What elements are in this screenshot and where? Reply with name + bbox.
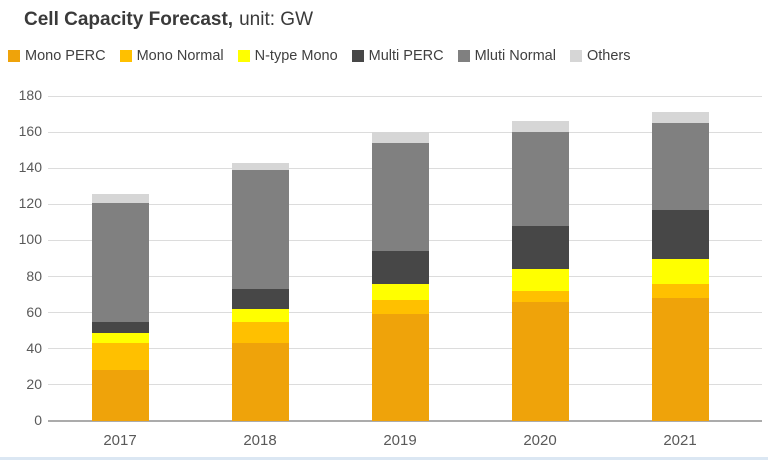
bar-segment-2019-n-type-mono: [371, 283, 429, 301]
legend-label-multi-perc: Multi PERC: [368, 48, 444, 64]
bar-segment-2020-n-type-mono: [511, 269, 569, 291]
y-axis-tick-label-0: 0: [34, 412, 42, 428]
bar-segment-2017-mluti-normal: [91, 202, 149, 322]
bar-segment-2020-mluti-normal: [511, 132, 569, 226]
y-axis-tick-label-160: 160: [18, 123, 42, 140]
bar-segment-2017-mono-normal: [91, 343, 149, 371]
legend-item-multi-perc: Multi PERC: [351, 48, 444, 64]
bar-segment-2020-mono-normal: [511, 291, 569, 302]
y-axis-tick-label-180: 180: [18, 87, 42, 103]
n-type-mono-swatch-icon: [237, 50, 250, 62]
bar-segment-2018-others: [231, 162, 289, 171]
x-axis-label-2018: 2018: [243, 432, 277, 449]
bar-segment-2021-others: [651, 112, 709, 124]
x-axis-label-2019: 2019: [383, 432, 417, 449]
y-axis-tick-label-80: 80: [26, 267, 42, 284]
legend-item-mono-perc: Mono PERC: [8, 48, 106, 64]
bar-segment-2020-mono-perc: [511, 301, 569, 421]
y-axis-tick-label-140: 140: [18, 159, 42, 176]
mluti-normal-swatch-icon: [457, 50, 470, 62]
legend-label-mono-perc: Mono PERC: [25, 48, 106, 64]
legend-label-mono-normal: Mono Normal: [136, 48, 224, 64]
x-axis-label-2017: 2017: [103, 432, 137, 449]
bar-segment-2021-mluti-normal: [651, 123, 709, 210]
bar-segment-2017-multi-perc: [91, 321, 149, 333]
bottom-edge-line: [0, 457, 768, 460]
x-axis-label-2020: 2020: [523, 432, 557, 449]
legend-item-mono-normal: Mono Normal: [119, 48, 224, 64]
bar-segment-2020-multi-perc: [511, 226, 569, 270]
legend-label-others: Others: [586, 48, 631, 64]
mono-normal-swatch-icon: [119, 50, 132, 62]
gridline-180: [48, 95, 762, 97]
bar-segment-2021-multi-perc: [651, 209, 709, 259]
bar-segment-2017-mono-perc: [91, 370, 149, 421]
x-axis-line: [48, 420, 762, 422]
y-axis-tick-label-60: 60: [26, 303, 42, 320]
bar-segment-2018-multi-perc: [231, 289, 289, 310]
bar-segment-2021-n-type-mono: [651, 258, 709, 284]
legend-label-mluti-normal: Mluti Normal: [474, 48, 556, 64]
y-axis-tick-label-40: 40: [26, 339, 42, 356]
legend-item-others: Others: [569, 48, 631, 64]
bar-segment-2018-n-type-mono: [231, 309, 289, 322]
chart-title: Cell Capacity Forecast, unit: GW: [24, 9, 313, 31]
bar-segment-2018-mluti-normal: [231, 170, 289, 290]
multi-perc-swatch-icon: [351, 50, 364, 62]
bar-segment-2019-mono-normal: [371, 300, 429, 315]
mono-perc-swatch-icon: [8, 50, 20, 62]
bar-segment-2017-others: [91, 193, 149, 203]
bar-segment-2018-mono-perc: [231, 343, 289, 421]
legend-item-n-type-mono: N-type Mono: [237, 48, 338, 64]
bar-segment-2019-mono-perc: [371, 314, 429, 421]
bar-segment-2021-mono-normal: [651, 283, 709, 299]
bar-segment-2017-n-type-mono: [91, 332, 149, 344]
x-axis-label-2021: 2021: [663, 432, 697, 449]
legend-label-n-type-mono: N-type Mono: [254, 48, 338, 64]
y-axis-tick-label-120: 120: [18, 195, 42, 212]
legend: Mono PERC Mono Normal N-type Mono Multi PER…: [8, 48, 760, 64]
bar-segment-2020-others: [511, 121, 569, 133]
bar-segment-2019-mluti-normal: [371, 142, 429, 252]
others-swatch-icon: [569, 50, 582, 62]
legend-item-mluti-normal: Mluti Normal: [457, 48, 556, 64]
y-axis-tick-label-20: 20: [26, 375, 42, 392]
bar-segment-2021-mono-perc: [651, 298, 709, 421]
chart-title-bold: Cell Capacity Forecast,: [24, 9, 234, 30]
chart-title-unit: unit: GW: [239, 9, 313, 30]
bar-segment-2018-mono-normal: [231, 321, 289, 344]
y-axis-tick-label-100: 100: [18, 231, 42, 248]
bar-segment-2019-others: [371, 132, 429, 143]
bar-segment-2019-multi-perc: [371, 251, 429, 284]
